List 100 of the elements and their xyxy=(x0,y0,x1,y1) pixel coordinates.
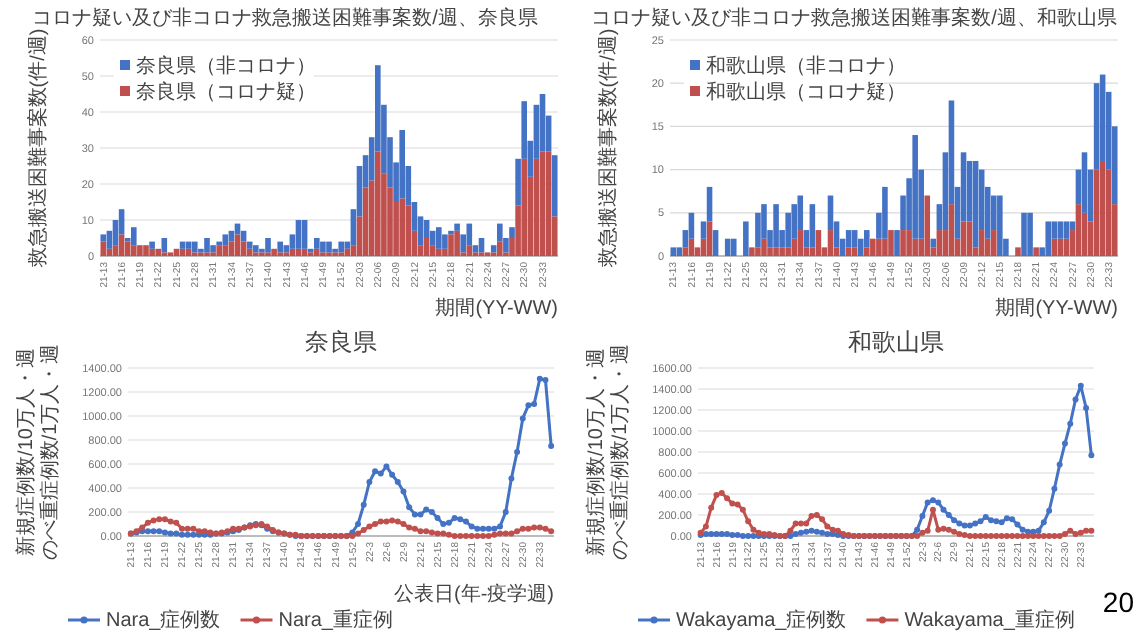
bar xyxy=(246,248,253,256)
bar xyxy=(466,223,473,246)
bar xyxy=(755,247,761,256)
bar xyxy=(997,195,1003,256)
bar xyxy=(405,205,412,256)
bar xyxy=(277,241,283,253)
bar xyxy=(845,247,852,256)
x-axis-title: 期間(YY-WW) xyxy=(995,296,1118,320)
bar xyxy=(984,238,991,256)
bar xyxy=(497,241,503,256)
legend-label: Wakayama_重症例 xyxy=(904,608,1075,632)
bar xyxy=(1063,221,1070,239)
bar xyxy=(876,238,882,256)
bar xyxy=(749,247,755,256)
bar xyxy=(344,248,351,256)
bar xyxy=(767,247,773,256)
bar xyxy=(185,248,192,256)
bar xyxy=(900,230,906,256)
bar xyxy=(948,204,955,256)
bar xyxy=(130,227,137,246)
bar xyxy=(118,234,125,256)
bar xyxy=(210,245,216,253)
bar xyxy=(143,245,149,256)
bar xyxy=(924,195,931,256)
bar xyxy=(149,248,155,256)
bar xyxy=(295,220,302,249)
bar xyxy=(688,212,695,239)
y-axis-title: 新規症例数/10万人・週のべ重症例数/1万人・週 xyxy=(584,343,632,561)
x-axis-title: 公表日(年-疫学週) xyxy=(394,582,554,606)
bar xyxy=(222,234,229,246)
legend-label: Nara_重症例 xyxy=(278,608,393,632)
bar xyxy=(670,247,677,256)
bar xyxy=(966,221,973,256)
bar xyxy=(539,94,546,152)
bar xyxy=(1051,238,1058,256)
bar xyxy=(882,186,888,239)
bar xyxy=(1081,212,1088,256)
bar xyxy=(320,241,326,253)
legend-label: Wakayama_症例数 xyxy=(676,608,847,632)
bar xyxy=(246,241,253,249)
bar xyxy=(1093,83,1100,170)
bar xyxy=(894,230,900,256)
bar xyxy=(100,234,107,242)
bar xyxy=(375,151,381,256)
bar xyxy=(991,230,997,256)
legend-label: 和歌山県（非コロナ） xyxy=(706,54,906,78)
bar xyxy=(271,248,277,256)
bar xyxy=(682,247,689,256)
bar xyxy=(978,230,985,256)
y-axis-title: 新規症例数/10万人・週のべ重症例数/1万人・週 xyxy=(14,343,62,561)
bar xyxy=(755,212,761,248)
bar xyxy=(155,248,161,256)
bar xyxy=(960,221,967,256)
y-axis-title: 救急搬送困難事案数(件/週) xyxy=(596,28,620,270)
bar xyxy=(888,230,894,256)
bar xyxy=(191,241,198,253)
bar xyxy=(1033,247,1039,256)
bar xyxy=(761,204,767,239)
text: 20 xyxy=(1102,586,1135,618)
bar xyxy=(228,230,235,242)
bar xyxy=(1075,204,1082,256)
bar xyxy=(149,241,155,249)
bar xyxy=(912,238,918,256)
bar xyxy=(1081,152,1088,213)
chart-title: コロナ疑い及び非コロナ救急搬送困難事案数/週、奈良県 xyxy=(32,6,538,30)
bar xyxy=(137,245,143,256)
bar xyxy=(1069,221,1076,231)
bar xyxy=(234,234,241,256)
bar xyxy=(912,135,918,239)
legend-label: 奈良県（コロナ疑） xyxy=(136,80,316,104)
bar xyxy=(399,198,406,256)
bar xyxy=(1045,221,1051,256)
bar xyxy=(864,230,870,248)
bar xyxy=(797,230,804,256)
bar xyxy=(466,245,473,256)
bar xyxy=(454,223,460,231)
bar xyxy=(515,158,521,206)
bar xyxy=(265,238,271,253)
bar xyxy=(448,234,454,256)
bar xyxy=(797,195,804,231)
bar xyxy=(694,247,701,256)
bar xyxy=(1021,212,1027,256)
bar xyxy=(161,238,168,253)
bar xyxy=(864,247,870,256)
bar xyxy=(1057,221,1064,239)
bar xyxy=(809,204,816,248)
bar xyxy=(730,238,737,256)
bar xyxy=(827,230,834,256)
bar xyxy=(454,230,460,256)
bar xyxy=(399,130,406,199)
bar xyxy=(791,238,797,256)
chart-title: 和歌山県 xyxy=(848,328,944,356)
bar xyxy=(743,221,749,256)
bar xyxy=(785,212,791,248)
chart-title: コロナ疑い及び非コロナ救急搬送困難事案数/週、和歌山県 xyxy=(591,6,1117,30)
bar xyxy=(712,230,719,256)
bar xyxy=(338,241,345,253)
chart-title: 奈良県 xyxy=(305,328,377,356)
legend-label: 奈良県（非コロナ） xyxy=(136,54,316,78)
legend-label: Nara_症例数 xyxy=(106,608,221,632)
